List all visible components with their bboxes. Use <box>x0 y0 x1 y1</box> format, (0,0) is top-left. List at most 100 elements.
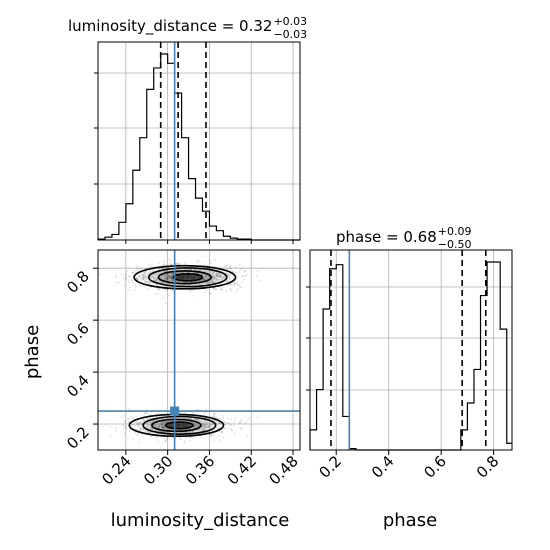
sample-point <box>256 270 259 273</box>
xtick-label-1: 0.30 <box>140 452 176 488</box>
sample-point <box>133 417 136 419</box>
sample-point <box>215 416 218 419</box>
contour-0-3 <box>172 272 204 282</box>
sample-point <box>123 428 125 431</box>
sample-point <box>131 271 134 274</box>
sample-point <box>244 422 246 425</box>
sample-point <box>234 266 237 269</box>
sample-point <box>233 281 236 284</box>
sample-point <box>166 289 169 291</box>
sample-point <box>232 425 235 428</box>
sample-point <box>144 413 147 415</box>
sample-point <box>233 282 236 284</box>
sample-point <box>228 422 230 425</box>
sample-point <box>136 267 139 270</box>
sample-point <box>126 428 128 431</box>
sample-point <box>213 287 215 289</box>
sample-point <box>143 414 146 417</box>
sample-point <box>117 281 120 284</box>
sample-point <box>149 263 151 266</box>
sample-point <box>122 276 125 278</box>
sample-point <box>115 430 118 433</box>
sample-point <box>185 436 188 439</box>
title-phase: phase = 0.68 +0.09 −0.50 <box>336 225 472 251</box>
sample-point <box>134 286 137 288</box>
sample-point <box>130 279 133 282</box>
sample-point <box>236 284 239 286</box>
sample-point <box>204 288 207 291</box>
sample-point <box>203 438 206 440</box>
phase-xtick-label-3: 0.8 <box>473 452 503 482</box>
sample-point <box>123 284 126 287</box>
sample-point <box>211 434 213 437</box>
sample-point <box>178 436 181 439</box>
sample-point <box>206 264 209 267</box>
sample-point <box>156 436 158 439</box>
sample-point <box>219 414 221 417</box>
sample-point <box>233 284 236 286</box>
sample-point <box>158 288 161 290</box>
sample-point <box>144 412 146 415</box>
sample-point <box>215 436 218 439</box>
sample-point <box>199 255 202 257</box>
contour-1-1 <box>142 415 217 435</box>
sample-point <box>115 275 118 277</box>
sample-point <box>134 432 136 435</box>
sample-point <box>241 275 244 278</box>
sample-point <box>214 412 216 415</box>
sample-point <box>184 441 187 444</box>
sample-point <box>139 286 141 288</box>
sample-point <box>197 259 200 262</box>
sample-point <box>120 273 122 275</box>
top-frame <box>97 41 301 241</box>
sample-point <box>240 286 243 289</box>
sample-point <box>230 268 233 271</box>
sample-point <box>137 265 140 268</box>
sample-point <box>183 439 186 442</box>
sample-point <box>224 420 226 423</box>
sample-point <box>134 284 136 286</box>
sample-point <box>221 431 224 434</box>
sample-point <box>157 292 159 295</box>
sample-point <box>177 263 180 265</box>
sample-point <box>189 436 192 438</box>
sample-point <box>221 289 224 291</box>
sample-point <box>238 284 241 287</box>
sample-point <box>229 424 231 427</box>
sample-point <box>128 430 131 432</box>
sample-point <box>124 432 126 435</box>
sample-point <box>133 270 136 272</box>
ytick-label-0: 0.2 <box>63 423 93 453</box>
sample-point <box>147 287 150 290</box>
sample-point <box>157 262 160 265</box>
title-luminosity-plus: +0.03 <box>273 15 307 28</box>
sample-point <box>150 435 153 438</box>
joint-density-panel: 0.24 0.30 0.36 0.42 0.48 0.2 0.4 0.6 0.8 <box>63 249 302 488</box>
sample-point <box>162 260 165 263</box>
ytick-label-3: 0.8 <box>63 267 93 297</box>
sample-point <box>221 415 224 417</box>
sample-point <box>136 434 138 437</box>
sample-point <box>115 427 118 430</box>
sample-point <box>242 270 245 272</box>
sample-point <box>164 437 167 440</box>
sample-point <box>226 268 229 270</box>
sample-point <box>257 416 260 418</box>
sample-point <box>139 268 141 271</box>
sample-point <box>213 434 215 436</box>
sample-point <box>123 415 125 417</box>
sample-point <box>175 262 178 265</box>
sample-point <box>210 433 213 435</box>
ytick-label-2: 0.6 <box>63 319 93 349</box>
sample-point <box>170 259 173 262</box>
sample-point <box>220 430 223 433</box>
sample-point <box>260 279 262 282</box>
xlabel-phase: phase <box>383 510 437 531</box>
title-phase-minus: −0.50 <box>438 238 472 251</box>
sample-point <box>239 422 241 425</box>
sample-point <box>140 434 143 436</box>
sample-point <box>127 417 130 420</box>
sample-point <box>157 440 159 442</box>
sample-point <box>229 267 232 270</box>
